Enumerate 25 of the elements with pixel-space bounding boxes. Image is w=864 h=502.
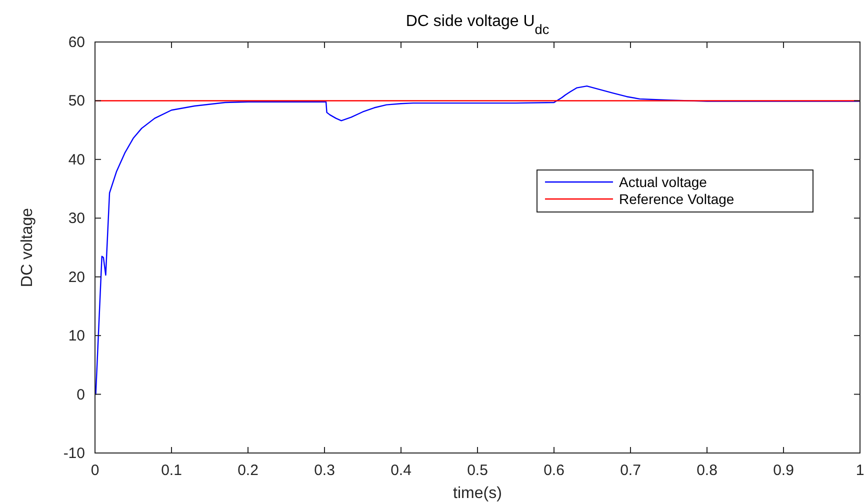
x-axis-title: time(s) [453,485,502,502]
x-tick-label: 0.5 [467,462,488,479]
x-tick-label: 0.6 [544,462,564,479]
x-tick-label: 0.9 [773,462,794,479]
y-axis-title: DC voltage [19,208,36,288]
x-tick-label: 1 [856,462,864,479]
y-tick-label: 60 [68,34,85,51]
y-tick-label: -10 [63,445,85,462]
y-tick-label: 50 [68,92,85,110]
x-tick-label: 0.8 [696,462,718,479]
x-tick-label: 0.2 [238,462,258,479]
x-tick-label: 0.7 [620,462,641,479]
y-tick-label: 10 [68,328,85,345]
x-tick-label: 0.4 [390,462,412,479]
line-series [95,85,860,395]
y-tick-label: 40 [68,151,85,168]
y-tick-label: 0 [76,386,85,404]
x-tick-label: 0.1 [161,462,182,479]
y-tick-label: 30 [68,210,85,228]
legend-label: Actual voltage [619,174,708,190]
x-tick-label: 0.3 [314,462,335,479]
x-tick-label: 0 [90,462,100,479]
legend-label: Reference Voltage [619,191,734,207]
y-tick-label: 20 [68,268,85,286]
chart-title: DC side voltage U$_{dc}$ [406,13,550,36]
